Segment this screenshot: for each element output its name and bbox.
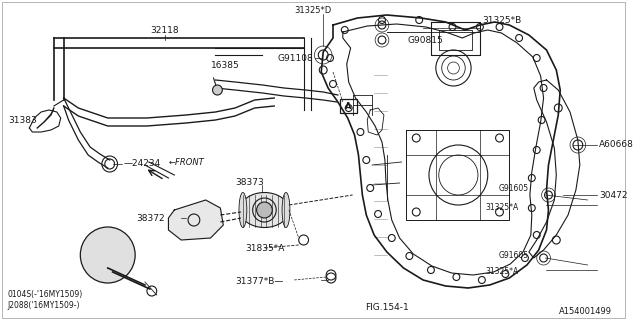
Text: 31325*A: 31325*A: [486, 203, 519, 212]
Text: 38372: 38372: [136, 213, 164, 222]
Text: 31325*A: 31325*A: [486, 268, 519, 276]
Text: 31377*B—: 31377*B—: [235, 277, 284, 286]
Ellipse shape: [240, 193, 289, 228]
Circle shape: [257, 202, 272, 218]
Text: ←FRONT: ←FRONT: [168, 157, 204, 166]
Text: 0104S(-'16MY1509): 0104S(-'16MY1509): [8, 291, 83, 300]
Text: 31325*B: 31325*B: [482, 15, 521, 25]
Text: G91108: G91108: [278, 53, 314, 62]
Text: G90815: G90815: [408, 36, 443, 44]
Text: 16385: 16385: [211, 60, 239, 69]
Ellipse shape: [239, 193, 247, 228]
Text: 31325*D: 31325*D: [295, 5, 332, 14]
Polygon shape: [168, 200, 223, 240]
Text: G91605: G91605: [499, 251, 529, 260]
Text: 32118: 32118: [150, 26, 179, 35]
Text: 38373: 38373: [236, 178, 264, 187]
Text: 30472: 30472: [600, 190, 628, 199]
Circle shape: [212, 85, 222, 95]
Text: A60668: A60668: [600, 140, 634, 148]
Text: FIG.154-1: FIG.154-1: [365, 303, 409, 313]
Text: 31835*A: 31835*A: [245, 244, 284, 252]
Text: G91605: G91605: [499, 183, 529, 193]
Text: —24234: —24234: [124, 158, 161, 167]
Ellipse shape: [282, 193, 290, 228]
Circle shape: [80, 227, 135, 283]
Text: A: A: [346, 101, 352, 110]
Text: 31383: 31383: [8, 116, 36, 124]
Text: J2088('16MY1509-): J2088('16MY1509-): [8, 301, 81, 310]
Text: A154001499: A154001499: [559, 308, 612, 316]
